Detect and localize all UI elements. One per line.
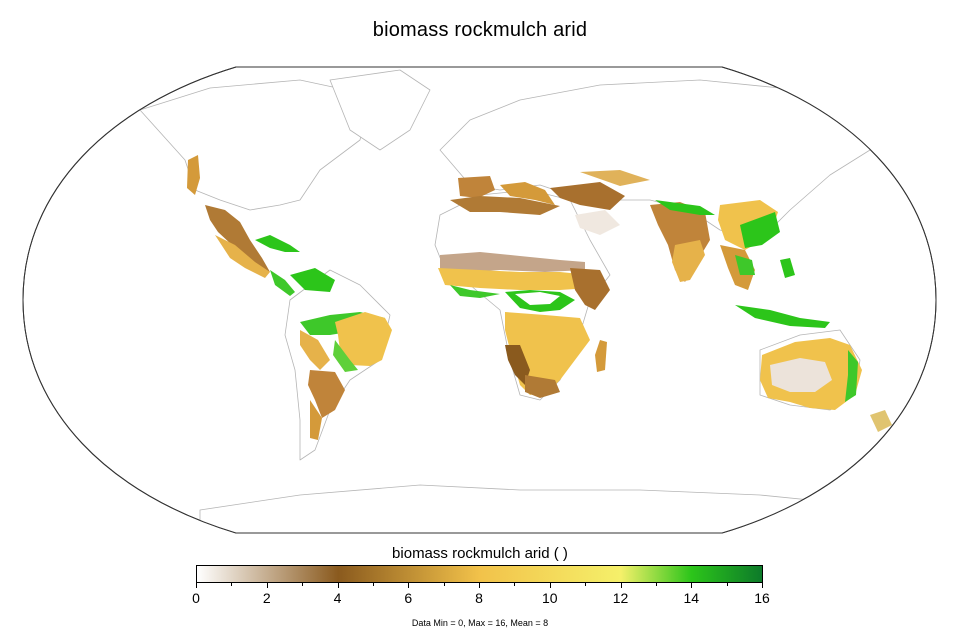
colorbar-tick-label: 16 <box>754 590 770 606</box>
colorbar-tick <box>372 583 374 586</box>
data-namibia <box>505 345 530 385</box>
data-mexico <box>205 205 270 272</box>
data-southern-brazil-green <box>333 340 358 372</box>
antarctica-outline <box>199 484 861 533</box>
data-peru-andes <box>300 330 330 370</box>
data-arabia-white <box>575 210 620 235</box>
colorbar-tick <box>514 583 516 586</box>
colorbar-tick-label: 0 <box>192 590 200 606</box>
colorbar-tick <box>655 583 657 586</box>
colorbar-tick <box>620 583 622 588</box>
colorbar-legend <box>196 565 763 583</box>
data-argentina-south <box>310 400 322 440</box>
data-sahel-gold <box>438 268 590 290</box>
data-us-west-coast <box>187 155 200 195</box>
greenland-outline <box>329 69 431 151</box>
data-madagascar <box>595 340 607 372</box>
data-brazil <box>335 312 392 366</box>
colorbar-tick-label: 4 <box>333 590 342 606</box>
colorbar-tick <box>585 583 587 586</box>
data-himalaya-green <box>655 200 715 215</box>
data-italy-greece <box>500 182 555 205</box>
colorbar-tick-label: 8 <box>475 590 483 606</box>
colorbar-tick <box>726 583 728 586</box>
data-argentina <box>308 370 345 418</box>
data-sahel-brown <box>440 252 585 272</box>
colorbar-tick <box>266 583 268 588</box>
data-east-africa <box>570 268 610 310</box>
colorbar-tick-label: 12 <box>612 590 629 606</box>
data-mexico-south <box>215 235 270 278</box>
colorbar-tick <box>196 583 197 588</box>
data-caribbean <box>255 235 300 252</box>
data-statistics: Data Min = 0, Max = 16, Mean = 8 <box>411 618 549 628</box>
biomass-data-overlay <box>187 155 892 440</box>
data-iberia <box>458 176 495 198</box>
map-title: biomass rockmulch arid <box>372 19 588 41</box>
colorbar-tick-label: 14 <box>683 590 700 606</box>
colorbar-tick-label: 2 <box>262 590 271 606</box>
data-congo-white <box>515 292 560 305</box>
data-new-zealand <box>870 410 892 432</box>
colorbar-tick <box>762 583 763 588</box>
data-russia-south-strip <box>580 170 650 186</box>
data-north-africa-coast <box>450 196 560 215</box>
data-south-africa <box>525 375 560 398</box>
colorbar-tick <box>231 583 233 586</box>
colorbar-tick-label: 10 <box>541 590 558 606</box>
colorbar-tick <box>443 583 445 586</box>
colorbar-title: biomass rockmulch arid ( ) <box>392 545 568 562</box>
data-west-africa-green <box>450 285 500 298</box>
colorbar-tick-label: 6 <box>404 590 413 606</box>
globe-border <box>22 66 937 534</box>
data-indonesia <box>735 305 830 328</box>
colorbar-tick <box>408 583 410 588</box>
colorbar-tick <box>337 583 339 588</box>
data-india-south <box>672 240 705 282</box>
colorbar-tick <box>549 583 551 588</box>
data-philippines <box>780 258 795 278</box>
data-central-america-green <box>270 270 295 296</box>
colorbar-tick <box>691 583 693 588</box>
data-indochina-green <box>735 255 755 275</box>
data-china-green <box>740 212 780 248</box>
colorbar-ticks <box>196 583 763 588</box>
data-indochina <box>720 245 755 290</box>
colorbar-tick <box>302 583 304 586</box>
data-australia-interior <box>770 358 832 392</box>
data-australia-east-green <box>845 350 858 402</box>
data-venezuela-green <box>290 268 335 292</box>
data-turkey-middle-east <box>550 182 625 210</box>
colorbar-tick <box>479 583 480 588</box>
